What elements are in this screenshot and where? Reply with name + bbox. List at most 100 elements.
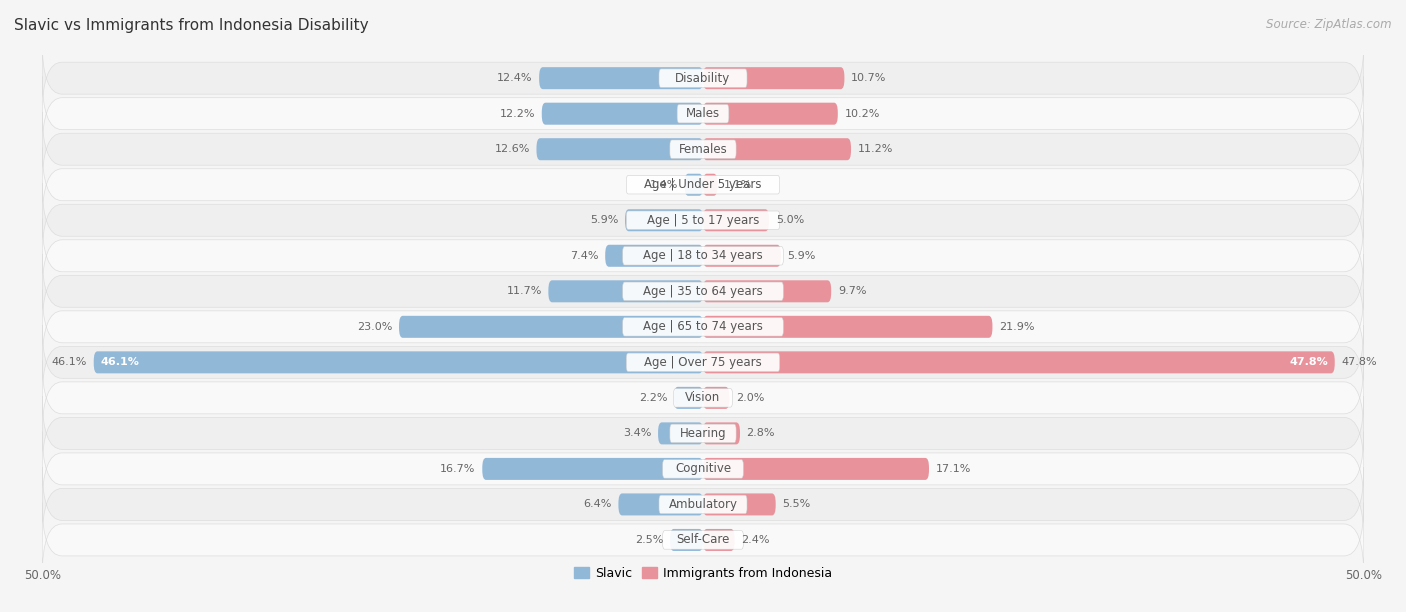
- Text: 17.1%: 17.1%: [935, 464, 972, 474]
- Text: 11.2%: 11.2%: [858, 144, 893, 154]
- FancyBboxPatch shape: [626, 211, 780, 230]
- Text: Age | Under 5 years: Age | Under 5 years: [644, 178, 762, 191]
- FancyBboxPatch shape: [673, 387, 703, 409]
- Text: 6.4%: 6.4%: [583, 499, 612, 509]
- Text: 12.2%: 12.2%: [499, 109, 536, 119]
- Text: Age | 5 to 17 years: Age | 5 to 17 years: [647, 214, 759, 227]
- Text: 46.1%: 46.1%: [100, 357, 139, 367]
- Text: Age | 65 to 74 years: Age | 65 to 74 years: [643, 320, 763, 334]
- Text: 12.6%: 12.6%: [495, 144, 530, 154]
- FancyBboxPatch shape: [42, 76, 1364, 151]
- Text: 12.4%: 12.4%: [496, 73, 533, 83]
- FancyBboxPatch shape: [42, 254, 1364, 329]
- Text: Cognitive: Cognitive: [675, 463, 731, 476]
- FancyBboxPatch shape: [659, 69, 747, 88]
- Text: 46.1%: 46.1%: [52, 357, 87, 367]
- FancyBboxPatch shape: [703, 174, 717, 196]
- FancyBboxPatch shape: [42, 396, 1364, 471]
- FancyBboxPatch shape: [626, 176, 780, 194]
- FancyBboxPatch shape: [619, 493, 703, 515]
- FancyBboxPatch shape: [623, 247, 783, 265]
- Text: Vision: Vision: [685, 391, 721, 405]
- Text: 5.5%: 5.5%: [782, 499, 810, 509]
- Text: 7.4%: 7.4%: [569, 251, 599, 261]
- FancyBboxPatch shape: [42, 218, 1364, 293]
- Text: Age | 18 to 34 years: Age | 18 to 34 years: [643, 249, 763, 263]
- FancyBboxPatch shape: [537, 138, 703, 160]
- FancyBboxPatch shape: [669, 424, 737, 442]
- FancyBboxPatch shape: [678, 105, 728, 123]
- Text: 5.0%: 5.0%: [776, 215, 804, 225]
- Text: 10.7%: 10.7%: [851, 73, 886, 83]
- Text: 5.9%: 5.9%: [787, 251, 815, 261]
- FancyBboxPatch shape: [703, 67, 845, 89]
- FancyBboxPatch shape: [399, 316, 703, 338]
- Text: Age | 35 to 64 years: Age | 35 to 64 years: [643, 285, 763, 298]
- Text: 1.1%: 1.1%: [724, 180, 752, 190]
- Text: 3.4%: 3.4%: [623, 428, 651, 438]
- FancyBboxPatch shape: [703, 103, 838, 125]
- FancyBboxPatch shape: [482, 458, 703, 480]
- FancyBboxPatch shape: [42, 183, 1364, 258]
- FancyBboxPatch shape: [659, 495, 747, 513]
- Text: Males: Males: [686, 107, 720, 120]
- FancyBboxPatch shape: [703, 351, 1334, 373]
- Text: 9.7%: 9.7%: [838, 286, 866, 296]
- Text: 47.8%: 47.8%: [1289, 357, 1329, 367]
- Text: 47.8%: 47.8%: [1341, 357, 1376, 367]
- FancyBboxPatch shape: [42, 325, 1364, 400]
- Text: Hearing: Hearing: [679, 427, 727, 440]
- FancyBboxPatch shape: [703, 316, 993, 338]
- FancyBboxPatch shape: [703, 529, 735, 551]
- FancyBboxPatch shape: [703, 422, 740, 444]
- Text: Source: ZipAtlas.com: Source: ZipAtlas.com: [1267, 18, 1392, 31]
- FancyBboxPatch shape: [703, 138, 851, 160]
- FancyBboxPatch shape: [669, 140, 737, 159]
- FancyBboxPatch shape: [623, 318, 783, 336]
- FancyBboxPatch shape: [541, 103, 703, 125]
- FancyBboxPatch shape: [669, 529, 703, 551]
- FancyBboxPatch shape: [42, 502, 1364, 577]
- FancyBboxPatch shape: [605, 245, 703, 267]
- FancyBboxPatch shape: [42, 360, 1364, 435]
- FancyBboxPatch shape: [42, 147, 1364, 222]
- Legend: Slavic, Immigrants from Indonesia: Slavic, Immigrants from Indonesia: [568, 562, 838, 584]
- FancyBboxPatch shape: [42, 41, 1364, 116]
- Text: Age | Over 75 years: Age | Over 75 years: [644, 356, 762, 369]
- FancyBboxPatch shape: [703, 493, 776, 515]
- Text: 21.9%: 21.9%: [1000, 322, 1035, 332]
- FancyBboxPatch shape: [703, 458, 929, 480]
- FancyBboxPatch shape: [685, 174, 703, 196]
- FancyBboxPatch shape: [548, 280, 703, 302]
- FancyBboxPatch shape: [662, 531, 744, 549]
- Text: 23.0%: 23.0%: [357, 322, 392, 332]
- Text: 2.2%: 2.2%: [638, 393, 668, 403]
- FancyBboxPatch shape: [538, 67, 703, 89]
- FancyBboxPatch shape: [42, 112, 1364, 187]
- Text: Disability: Disability: [675, 72, 731, 84]
- Text: Ambulatory: Ambulatory: [668, 498, 738, 511]
- Text: 11.7%: 11.7%: [506, 286, 541, 296]
- FancyBboxPatch shape: [703, 245, 780, 267]
- Text: 5.9%: 5.9%: [591, 215, 619, 225]
- Text: 2.4%: 2.4%: [741, 535, 770, 545]
- Text: Slavic vs Immigrants from Indonesia Disability: Slavic vs Immigrants from Indonesia Disa…: [14, 18, 368, 34]
- Text: Self-Care: Self-Care: [676, 534, 730, 547]
- FancyBboxPatch shape: [703, 387, 730, 409]
- FancyBboxPatch shape: [94, 351, 703, 373]
- FancyBboxPatch shape: [626, 209, 703, 231]
- Text: 2.8%: 2.8%: [747, 428, 775, 438]
- FancyBboxPatch shape: [673, 389, 733, 407]
- Text: 10.2%: 10.2%: [845, 109, 880, 119]
- Text: 1.4%: 1.4%: [650, 180, 678, 190]
- FancyBboxPatch shape: [703, 209, 769, 231]
- FancyBboxPatch shape: [42, 467, 1364, 542]
- FancyBboxPatch shape: [42, 431, 1364, 506]
- Text: 2.5%: 2.5%: [636, 535, 664, 545]
- Text: Females: Females: [679, 143, 727, 155]
- FancyBboxPatch shape: [662, 460, 744, 478]
- Text: 2.0%: 2.0%: [737, 393, 765, 403]
- FancyBboxPatch shape: [658, 422, 703, 444]
- FancyBboxPatch shape: [626, 353, 780, 371]
- FancyBboxPatch shape: [703, 280, 831, 302]
